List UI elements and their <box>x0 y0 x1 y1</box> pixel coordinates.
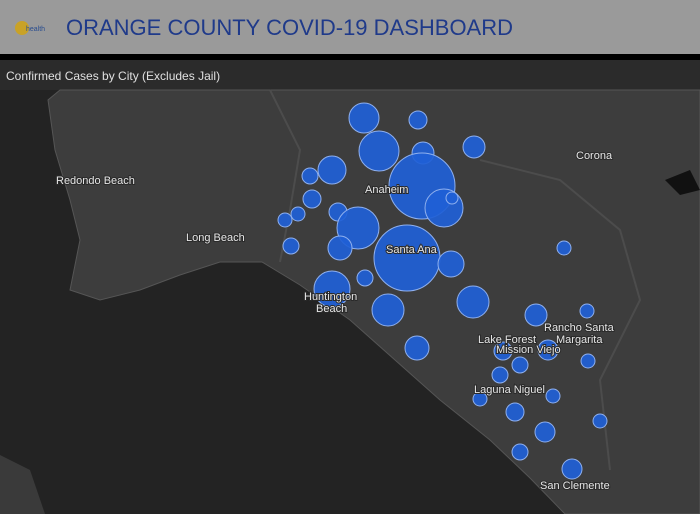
city-bubble <box>371 293 405 327</box>
header-title: ORANGE COUNTY COVID-19 DASHBOARD <box>66 15 513 40</box>
place-label: Anaheim <box>365 184 408 196</box>
city-bubble <box>534 421 556 443</box>
city-bubble <box>545 388 561 404</box>
header-bar <box>0 0 700 54</box>
place-label: Long Beach <box>186 232 245 244</box>
city-bubble <box>301 167 319 185</box>
place-label-line: Rancho Santa <box>544 322 615 334</box>
city-bubble <box>537 339 559 361</box>
city-bubble <box>493 341 513 361</box>
city-bubble <box>524 303 548 327</box>
place-label-line: Corona <box>576 150 613 162</box>
city-bubble <box>373 224 441 292</box>
city-bubble <box>404 335 430 361</box>
city-bubble <box>408 110 428 130</box>
city-bubble <box>327 235 353 261</box>
lake <box>665 170 700 195</box>
place-label-line: Long Beach <box>186 232 245 244</box>
county-line <box>479 159 642 471</box>
city-bubble <box>561 458 583 480</box>
city-bubble <box>302 189 322 209</box>
city-bubble <box>356 269 374 287</box>
place-label-line: Margarita <box>556 334 603 346</box>
place-label: San Clemente <box>540 480 610 492</box>
logo-icon <box>15 21 29 35</box>
city-bubble <box>580 353 596 369</box>
city-bubble <box>462 135 486 159</box>
city-bubble <box>511 443 529 461</box>
city-bubble <box>437 250 465 278</box>
place-label-line: Huntington <box>304 291 357 303</box>
place-label-line: Anaheim <box>365 184 408 196</box>
city-bubble <box>556 240 572 256</box>
place-label: Laguna Niguel <box>474 384 545 396</box>
place-label: Mission Viejo <box>496 344 561 356</box>
city-bubble <box>317 155 347 185</box>
place-label: Huntington Beach <box>304 291 357 315</box>
place-label: Redondo Beach <box>56 175 135 187</box>
place-label: Lake Forest <box>478 334 536 346</box>
place-label-line: Mission Viejo <box>496 344 561 356</box>
panel-title: Confirmed Cases by City (Excludes Jail) <box>6 69 220 83</box>
city-bubble <box>511 356 529 374</box>
county-line <box>269 89 302 263</box>
map[interactable]: Redondo Beach Long Beach Anaheim Santa Ana H… <box>0 89 700 514</box>
island <box>0 455 45 514</box>
city-bubble <box>579 303 595 319</box>
place-label-line: Santa Ana <box>386 244 438 256</box>
place-label-line: Redondo Beach <box>56 175 135 187</box>
city-bubble <box>592 413 608 429</box>
place-label: Santa Ana <box>386 244 438 256</box>
logo-text: health <box>26 26 45 33</box>
city-bubble <box>313 270 351 308</box>
city-bubble <box>491 366 509 384</box>
place-label: Corona <box>576 150 613 162</box>
city-bubble <box>445 191 459 205</box>
city-bubble <box>472 391 488 407</box>
city-bubble <box>348 102 380 134</box>
city-bubble <box>290 206 306 222</box>
city-bubble <box>358 130 400 172</box>
panel-header <box>0 60 700 90</box>
city-bubble <box>282 237 300 255</box>
place-label-line: Lake Forest <box>478 334 536 346</box>
place-label-line: Laguna Niguel <box>474 384 545 396</box>
place-label-line: Beach <box>316 303 347 315</box>
place-label: Rancho Santa Margarita <box>544 322 615 346</box>
place-label-line: San Clemente <box>540 480 610 492</box>
city-bubble <box>505 402 525 422</box>
city-bubble <box>277 212 293 228</box>
city-bubble <box>456 285 490 319</box>
